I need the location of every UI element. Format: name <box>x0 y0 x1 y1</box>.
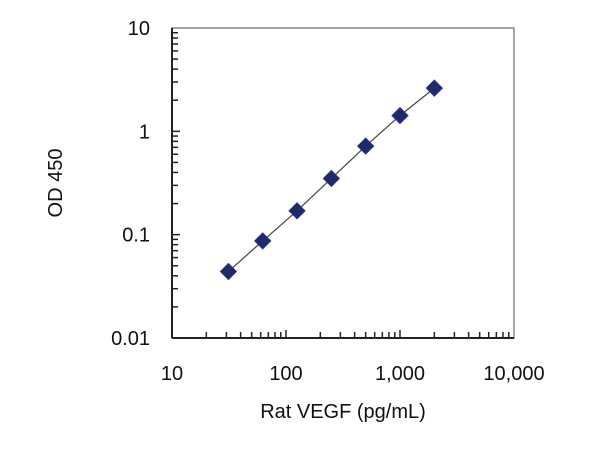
y-tick-label: 1 <box>139 121 150 143</box>
y-tick-label: 0.1 <box>122 225 150 247</box>
data-point <box>322 169 341 188</box>
y-axis-label: OD 450 <box>45 149 67 218</box>
data-point <box>391 106 409 125</box>
x-tick-label: 10,000 <box>483 363 544 385</box>
data-point <box>425 79 444 97</box>
data-point <box>254 232 272 250</box>
data-point <box>288 202 306 220</box>
y-tick-label: 10 <box>128 18 150 40</box>
y-tick-label: 0.01 <box>111 328 150 350</box>
x-axis-label: Rat VEGF (pg/mL) <box>260 401 426 423</box>
data-point <box>356 137 375 155</box>
plot-frame <box>171 27 515 339</box>
data-point <box>219 262 238 281</box>
x-tick-label: 100 <box>269 363 302 385</box>
x-tick-label: 1,000 <box>375 363 425 385</box>
tick-marks <box>171 31 510 339</box>
x-tick-label: 10 <box>161 363 183 385</box>
